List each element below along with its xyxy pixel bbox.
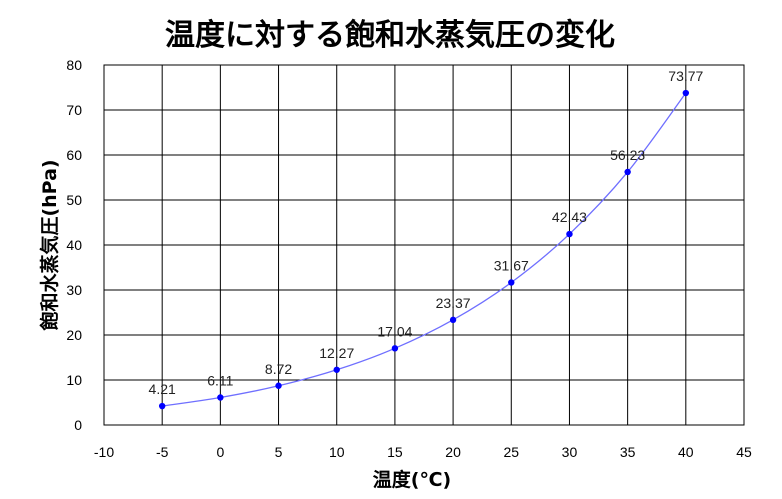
data-points — [158, 89, 690, 410]
data-point — [391, 345, 399, 352]
x-tick-label: -5 — [156, 444, 169, 460]
data-labels: 4.21 6.11 8.72 12.27 17.04 23.37 31.67 42.43 56.… — [149, 68, 704, 397]
x-tick-label: 45 — [736, 444, 752, 460]
data-label: 56.23 — [610, 147, 645, 163]
y-axis-ticks: 0 10 20 30 40 50 60 70 80 — [66, 57, 82, 433]
grid — [103, 64, 745, 426]
x-tick-label: 40 — [678, 444, 694, 460]
x-tick-label: -10 — [94, 444, 114, 460]
data-label: 42.43 — [552, 209, 587, 225]
y-axis-title: 飽和水蒸気圧(hPa) — [38, 159, 61, 331]
y-tick-label: 80 — [66, 57, 82, 73]
x-tick-label: 10 — [329, 444, 345, 460]
x-axis-title: 温度(℃) — [373, 468, 451, 491]
plot-area-border — [103, 64, 745, 426]
data-point — [217, 394, 224, 401]
data-point — [508, 279, 515, 286]
y-tick-label: 70 — [66, 102, 82, 118]
x-tick-label: 20 — [445, 444, 461, 460]
x-tick-label: 5 — [275, 444, 283, 460]
data-point — [624, 168, 631, 176]
series-line — [162, 92, 687, 407]
data-label: 73.77 — [668, 68, 703, 84]
data-label: 17.04 — [377, 323, 412, 339]
data-label: 8.72 — [265, 361, 292, 377]
y-tick-label: 60 — [66, 147, 82, 163]
x-tick-label: 25 — [503, 444, 519, 460]
data-point — [566, 230, 573, 238]
data-point — [449, 316, 457, 324]
x-tick-label: 35 — [620, 444, 636, 460]
data-label: 23.37 — [436, 295, 471, 311]
data-label: 12.27 — [319, 345, 354, 361]
chart-title: 温度に対する飽和水蒸気圧の変化 — [165, 18, 615, 53]
data-point — [158, 402, 166, 410]
data-label: 4.21 — [149, 381, 176, 397]
x-tick-label: 15 — [387, 444, 403, 460]
data-label: 31.67 — [494, 257, 529, 273]
x-axis-ticks: -10 -5 0 5 10 15 20 25 30 35 40 45 — [94, 444, 752, 460]
y-tick-label: 20 — [66, 327, 82, 343]
y-tick-label: 50 — [66, 192, 82, 208]
y-tick-label: 10 — [66, 372, 82, 388]
data-point — [333, 366, 340, 373]
data-point — [275, 382, 282, 389]
data-label: 6.11 — [207, 373, 233, 389]
x-tick-label: 30 — [562, 444, 578, 460]
data-point — [682, 89, 690, 97]
y-tick-label: 0 — [74, 417, 82, 433]
x-tick-label: 0 — [216, 444, 224, 460]
y-tick-label: 40 — [66, 237, 82, 253]
y-tick-label: 30 — [66, 282, 82, 298]
